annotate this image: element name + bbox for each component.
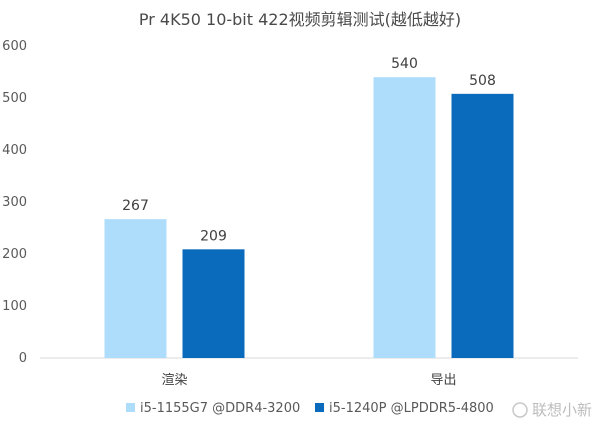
legend-swatch xyxy=(315,403,324,412)
y-tick-label: 600 xyxy=(2,39,27,54)
chart-title: Pr 4K50 10-bit 422视频剪辑测试(越低越好) xyxy=(139,10,461,29)
legend: i5-1155G7 @DDR4-3200 i5-1240P @LPDDR5-480… xyxy=(126,401,494,416)
data-label: 267 xyxy=(122,198,149,214)
bar xyxy=(451,93,514,358)
category-label: 导出 xyxy=(430,373,456,388)
y-tick-label: 100 xyxy=(2,299,27,314)
data-label: 209 xyxy=(200,228,227,244)
y-tick-label: 500 xyxy=(2,91,27,106)
y-axis: 0 100 200 300 400 500 600 xyxy=(2,39,27,366)
bar xyxy=(182,249,245,358)
watermark: 联想小新 xyxy=(512,401,592,419)
y-tick-label: 300 xyxy=(2,195,27,210)
y-tick-label: 0 xyxy=(19,351,27,366)
category-label: 渲染 xyxy=(161,373,187,388)
bar xyxy=(373,77,436,358)
weibo-icon xyxy=(512,402,528,418)
data-label: 508 xyxy=(469,73,496,89)
bar xyxy=(104,219,167,358)
legend-label: i5-1155G7 @DDR4-3200 xyxy=(140,401,300,416)
y-tick-label: 200 xyxy=(2,247,27,262)
x-axis: 渲染 导出 xyxy=(161,373,456,388)
y-tick-label: 400 xyxy=(2,143,27,158)
bar-series: 267 209 540 508 xyxy=(104,56,514,358)
watermark-text: 联想小新 xyxy=(532,401,592,419)
data-label: 540 xyxy=(391,56,418,72)
legend-swatch xyxy=(126,403,135,412)
legend-label: i5-1240P @LPDDR5-4800 xyxy=(329,401,494,416)
